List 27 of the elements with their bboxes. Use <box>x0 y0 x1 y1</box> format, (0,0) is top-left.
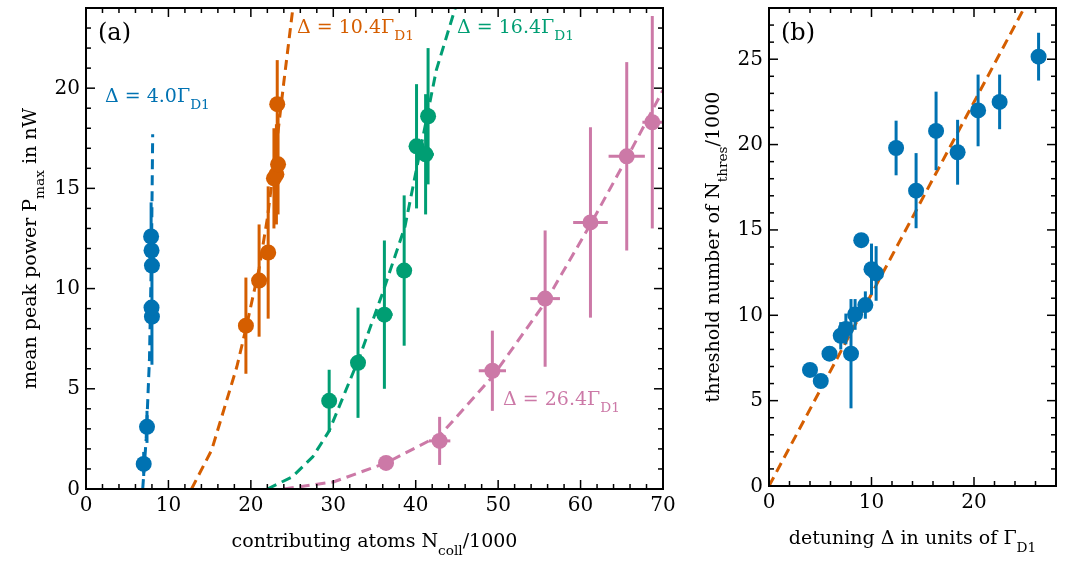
annotation: (a) <box>98 18 132 46</box>
y-tick-label: 25 <box>737 45 763 70</box>
x-tick-label: 20 <box>238 492 264 516</box>
text: Δ = 10.4Γ$_{D1}$ <box>297 15 414 43</box>
y-tick-label: 20 <box>737 131 763 156</box>
x-tick-label: 10 <box>155 492 182 516</box>
x-tick-label: 70 <box>650 492 676 516</box>
x-tick-label: 10 <box>858 489 885 513</box>
x-axis-title: contributing atoms N$_{coll}$/1000 <box>231 529 518 558</box>
y-tick-label: 10 <box>54 275 80 300</box>
text: Δ = 16.4Γ$_{D1}$ <box>457 15 574 43</box>
y-tick-label: 15 <box>54 174 80 199</box>
x-tick-label: 50 <box>485 492 511 516</box>
y-tick-label: 15 <box>737 216 763 241</box>
x-tick-label: 20 <box>961 489 987 513</box>
annotation: (b) <box>781 18 816 46</box>
y-tick-label: 10 <box>737 301 763 326</box>
x-axis-title: detuning Δ in units of Γ$_{D1}$ <box>788 526 1037 555</box>
y-tick-label: 5 <box>67 375 80 400</box>
x-tick-label: 40 <box>402 492 429 516</box>
y-tick-label: 20 <box>54 74 80 99</box>
y-tick-label: 0 <box>750 472 763 497</box>
x-tick-label: 60 <box>567 492 594 516</box>
text: Δ = 4.0Γ$_{D1}$ <box>105 84 210 112</box>
x-tick-label: 30 <box>320 492 347 516</box>
y-tick-label: 5 <box>750 387 763 412</box>
series-label: Δ = 26.4Γ$_{D1}$ <box>503 387 620 415</box>
